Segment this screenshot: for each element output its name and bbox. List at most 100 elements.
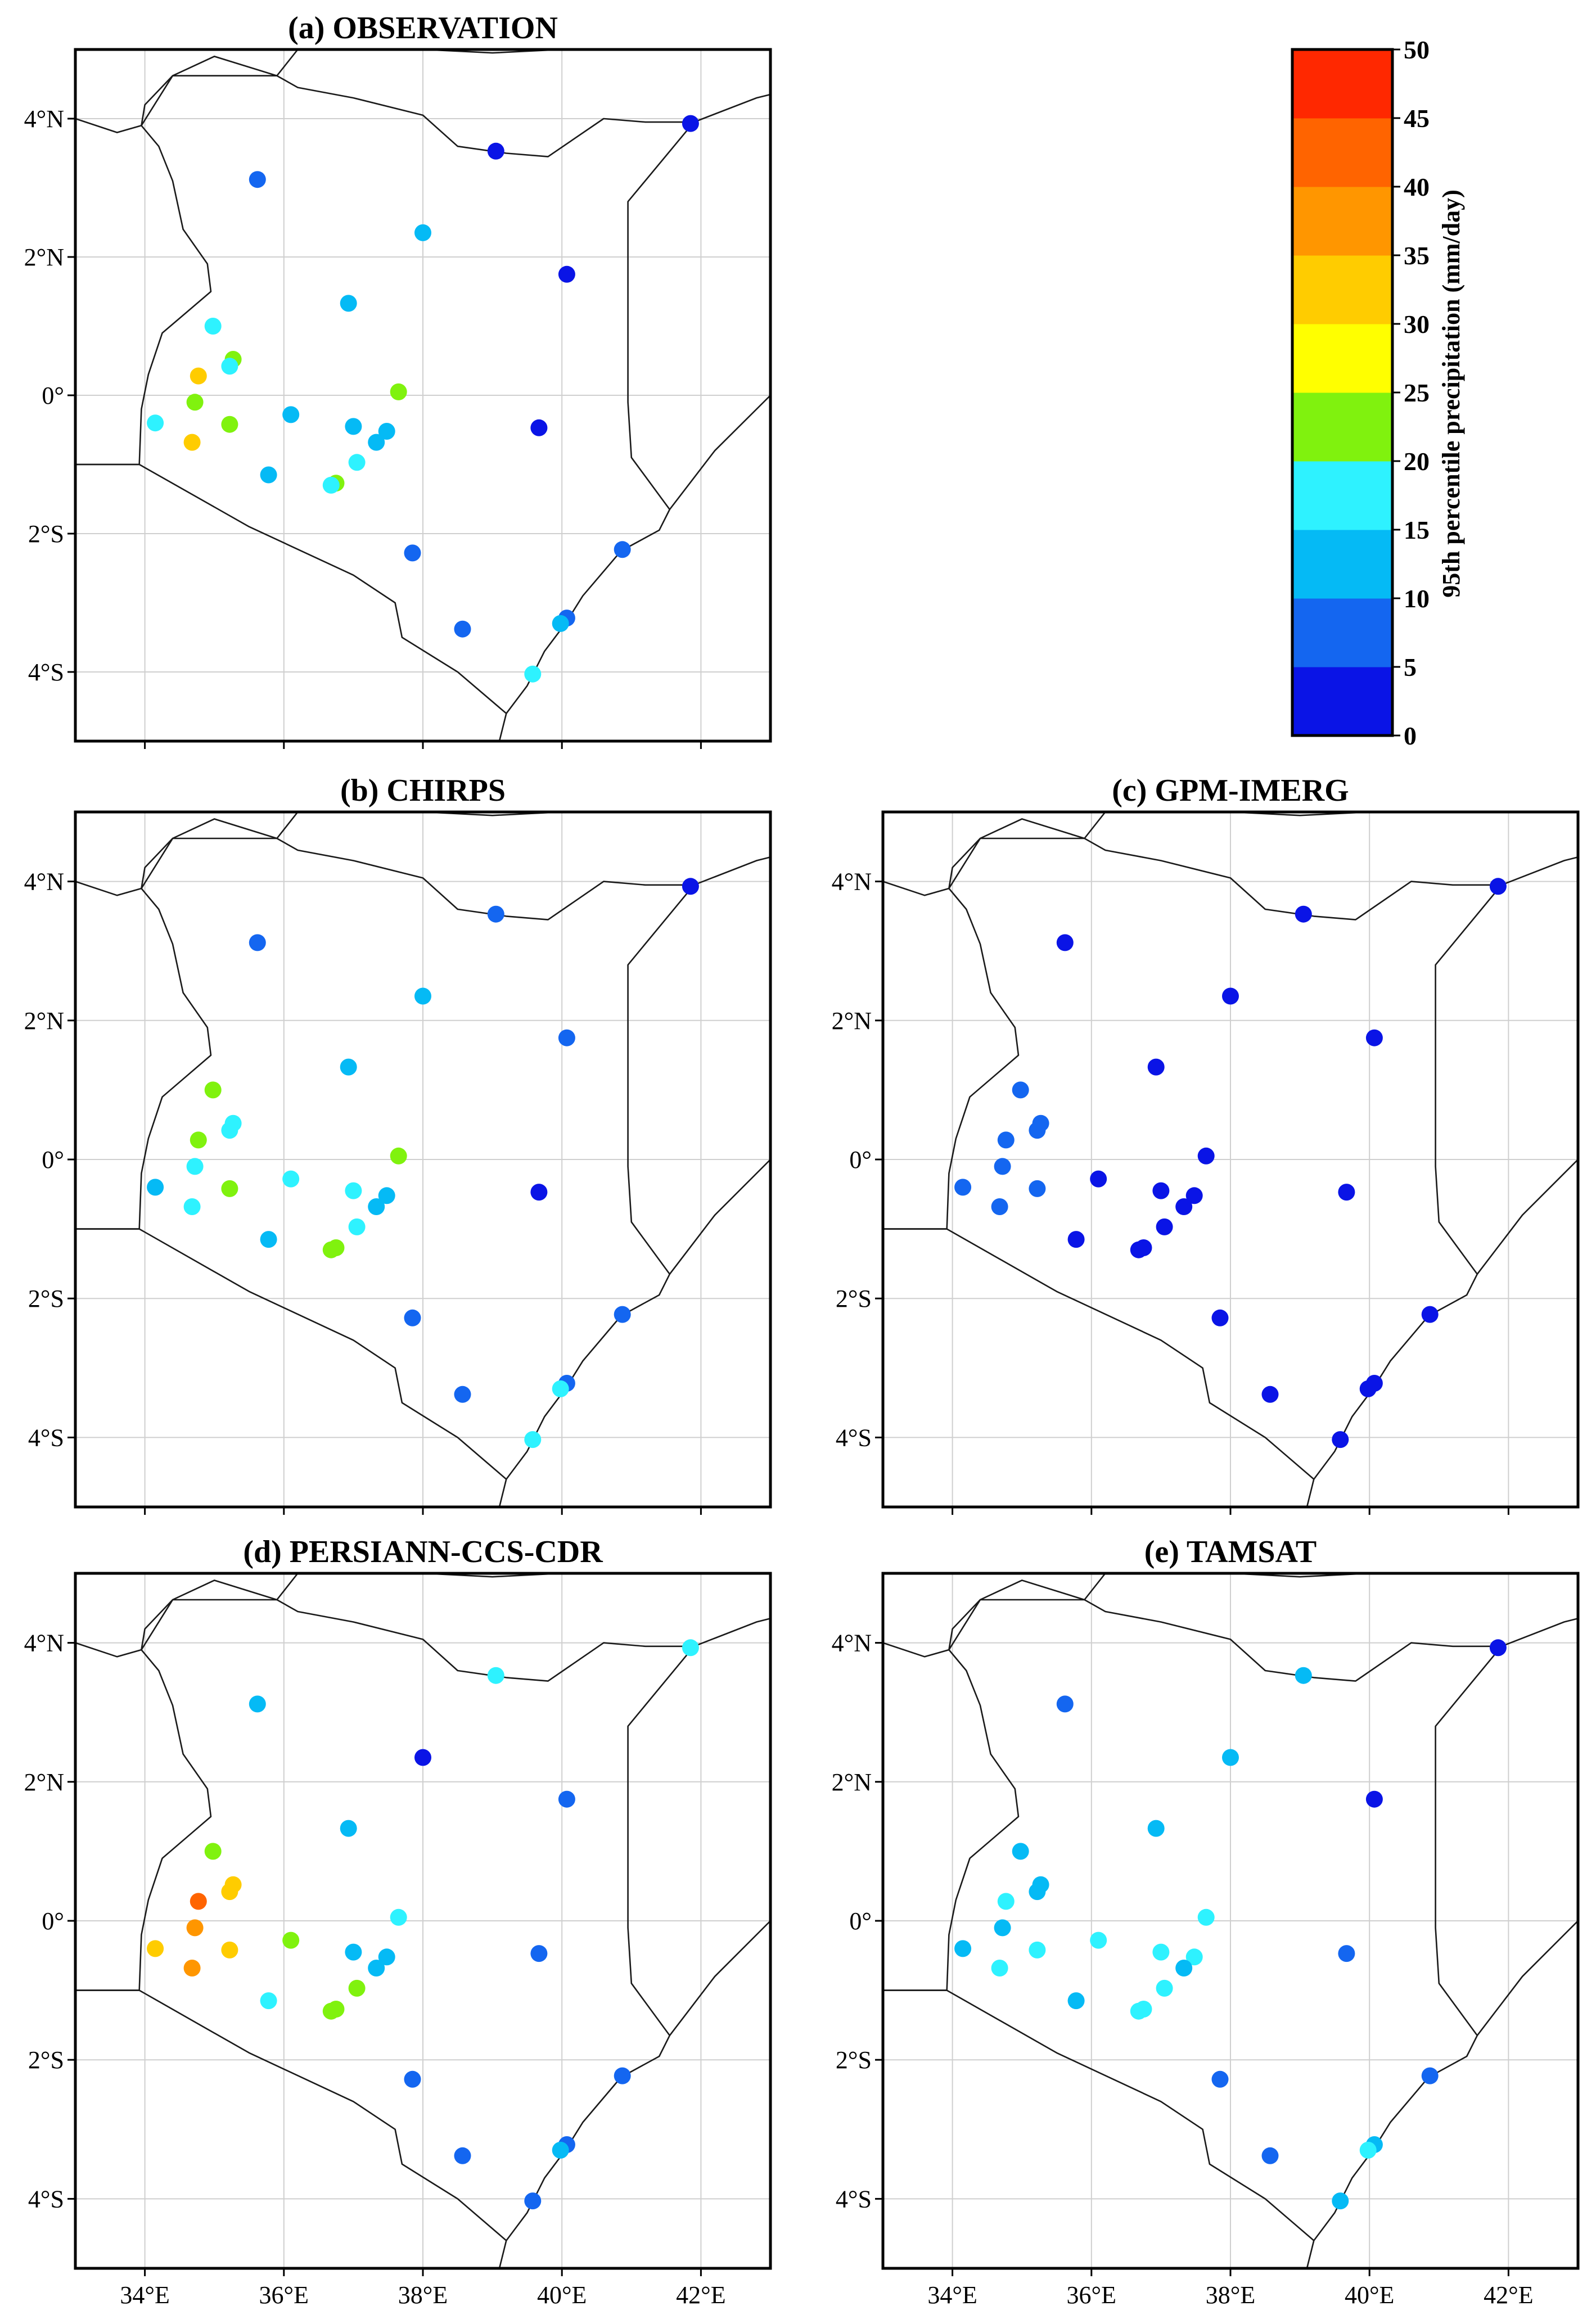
border-line <box>883 818 1085 896</box>
station-marker <box>1130 2002 1147 2020</box>
station-marker <box>1185 1187 1203 1204</box>
y-tick-label: 2°N <box>24 1768 64 1796</box>
station-marker <box>282 1932 300 1949</box>
station-marker <box>487 142 504 160</box>
y-tick-label: 4°N <box>24 1630 64 1657</box>
station-marker <box>340 295 357 312</box>
station-marker <box>183 1198 201 1215</box>
border-line <box>498 1479 507 1507</box>
station-marker <box>487 1667 504 1684</box>
station-marker <box>1222 1749 1239 1766</box>
border-line <box>1476 1159 1578 1275</box>
panel-e: (e) TAMSAT 4°N 2°N 0° 2°S 4°S 34°E 36°E 38°E 40°… <box>832 1535 1580 2309</box>
station-marker <box>1012 1081 1029 1099</box>
colorbar-segment <box>1292 667 1392 736</box>
station-marker <box>1261 2147 1279 2164</box>
station-marker <box>1295 1667 1312 1684</box>
border-line <box>498 2240 507 2268</box>
border-line <box>75 55 277 133</box>
station-marker <box>682 878 699 895</box>
station-marker <box>552 1380 569 1397</box>
station-marker <box>1175 1960 1193 1976</box>
panel-a: (a) OBSERVATION 4°N 2°N 0° 2°S 4°S <box>24 11 772 749</box>
colorbar: 95th percentile precipitation (mm/day) 0… <box>1291 35 1465 750</box>
station-marker <box>524 665 542 683</box>
panel-b-title: (b) CHIRPS <box>340 773 506 808</box>
station-marker <box>204 318 222 335</box>
station-marker <box>1090 1170 1107 1188</box>
y-tick-label: 2°S <box>28 1285 64 1312</box>
station-marker <box>454 620 471 638</box>
station-marker <box>1029 1883 1046 1901</box>
y-tick-label: 2°S <box>836 2046 872 2074</box>
station-marker <box>1359 1380 1377 1397</box>
station-marker <box>1029 1941 1046 1959</box>
y-tick-label: 0° <box>42 1907 64 1935</box>
station-marker <box>249 171 266 188</box>
y-tick-label: 4°S <box>836 1424 872 1451</box>
station-marker <box>614 1306 631 1323</box>
station-marker <box>1211 2070 1229 2088</box>
station-marker <box>390 383 407 400</box>
panel-e-title: (e) TAMSAT <box>1144 1535 1317 1569</box>
y-tick-label: 2°N <box>832 1768 872 1796</box>
colorbar-segment <box>1292 461 1392 530</box>
border-line <box>276 49 770 76</box>
station-marker <box>322 476 340 494</box>
x-tick-label: 40°E <box>537 2281 587 2309</box>
station-marker <box>348 454 366 471</box>
station-marker <box>147 414 164 432</box>
station-marker <box>614 2067 631 2084</box>
station-marker <box>1421 2067 1439 2084</box>
station-marker <box>190 367 207 385</box>
x-tick-label: 38°E <box>398 2281 448 2309</box>
station-marker <box>378 1948 395 1966</box>
station-marker <box>530 1945 548 1962</box>
station-marker <box>1012 1843 1029 1860</box>
kenya-outline <box>138 837 695 1480</box>
station-marker <box>1338 1184 1355 1201</box>
x-tick-label: 42°E <box>1484 2281 1533 2309</box>
station-marker <box>404 2070 421 2088</box>
y-tick-label: 0° <box>849 1146 872 1174</box>
station-marker <box>221 416 238 433</box>
colorbar-segment <box>1292 530 1392 599</box>
x-tick-label: 38°E <box>1206 2281 1255 2309</box>
colorbar-label: 30 <box>1404 310 1430 339</box>
station-marker <box>345 418 362 435</box>
station-marker <box>1067 1992 1085 2010</box>
station-marker <box>221 1883 238 1901</box>
station-marker <box>1152 1182 1170 1199</box>
station-marker <box>368 434 385 451</box>
station-marker <box>558 1029 575 1046</box>
country-boundaries <box>75 49 770 741</box>
station-marker <box>368 1960 385 1976</box>
station-marker <box>186 394 204 411</box>
y-tick-label: 4°N <box>24 868 64 896</box>
colorbar-segment <box>1292 255 1392 324</box>
station-marker <box>186 1158 204 1175</box>
station-marker <box>1197 1908 1215 1926</box>
station-marker <box>249 934 266 951</box>
station-marker <box>221 358 238 375</box>
y-tick-label: 4°S <box>28 658 64 686</box>
station-marker <box>404 544 421 562</box>
border-line <box>669 1920 770 2036</box>
station-marker <box>221 1941 238 1959</box>
y-tick-label: 2°S <box>28 520 64 548</box>
station-marker <box>1029 1180 1046 1197</box>
border-line <box>75 1580 277 1658</box>
y-tick-label: 4°N <box>24 105 64 133</box>
station-marker <box>487 905 504 923</box>
station-marker <box>524 1431 542 1448</box>
colorbar-label: 45 <box>1404 104 1430 133</box>
station-marker <box>1197 1147 1215 1165</box>
border-line <box>498 713 507 741</box>
country-boundaries <box>883 812 1578 1507</box>
border-line <box>276 812 770 839</box>
border-line <box>693 1618 770 1648</box>
station-marker <box>282 406 300 423</box>
station-marker <box>994 1919 1011 1937</box>
y-tick-label: 0° <box>849 1907 872 1935</box>
station-marker <box>1332 1431 1349 1448</box>
